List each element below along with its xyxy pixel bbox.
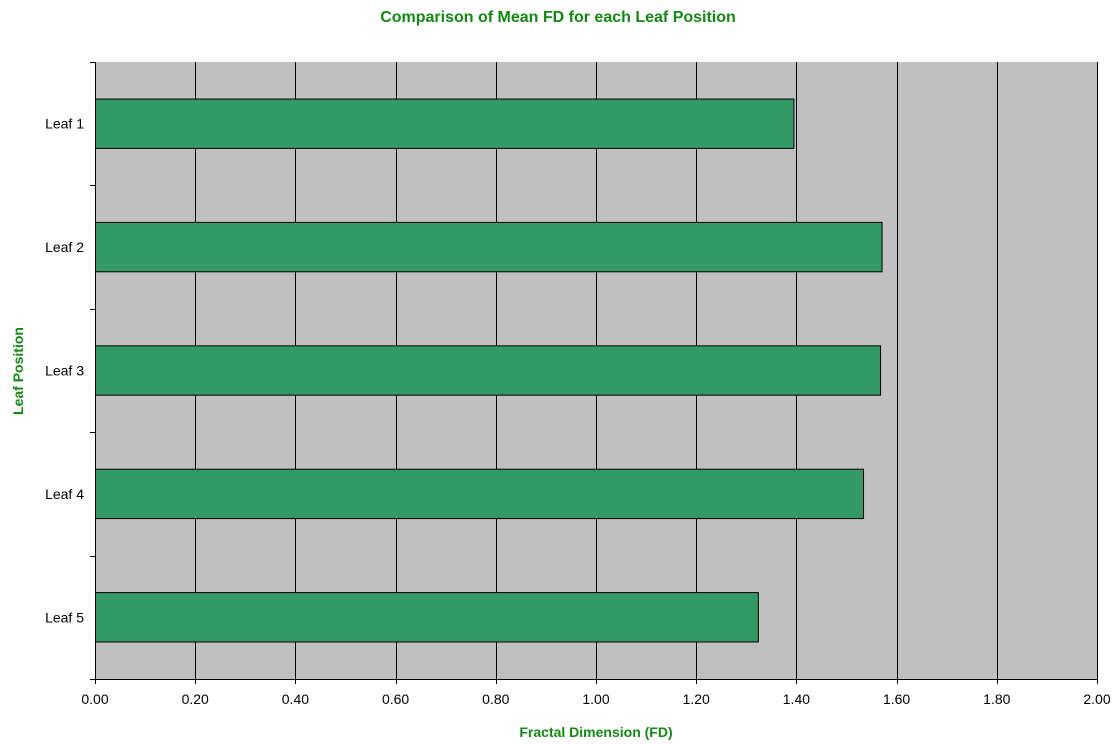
bar bbox=[95, 345, 882, 396]
x-tick-label: 0.20 bbox=[182, 691, 209, 707]
x-tick-label: 1.40 bbox=[783, 691, 810, 707]
y-tick-labels: Leaf 1 Leaf 2 Leaf 3 Leaf 4 Leaf 5 bbox=[45, 116, 84, 626]
x-tick-label: 0.80 bbox=[482, 691, 509, 707]
x-tick-labels: 0.00 0.20 0.40 0.60 0.80 1.00 1.20 1.40 1.60 1.80… bbox=[81, 691, 1110, 707]
y-tick-label: Leaf 2 bbox=[45, 239, 84, 255]
chart-title: Comparison of Mean FD for each Leaf Posi… bbox=[380, 9, 736, 26]
x-tick-label: 0.00 bbox=[81, 691, 108, 707]
bar bbox=[95, 98, 795, 149]
x-tick-label: 0.60 bbox=[382, 691, 409, 707]
x-tick-label: 1.20 bbox=[683, 691, 710, 707]
bar bbox=[95, 592, 759, 643]
y-tick-label: Leaf 1 bbox=[45, 116, 84, 132]
x-tick-label: 0.40 bbox=[282, 691, 309, 707]
y-tick-label: Leaf 4 bbox=[45, 486, 84, 502]
bar bbox=[95, 221, 883, 273]
x-tick-label: 2.00 bbox=[1083, 691, 1110, 707]
bars bbox=[95, 98, 883, 643]
x-axis-title: Fractal Dimension (FD) bbox=[519, 724, 672, 740]
y-tick-label: Leaf 5 bbox=[45, 609, 84, 625]
y-tick-label: Leaf 3 bbox=[45, 363, 84, 379]
axes bbox=[90, 62, 1098, 684]
y-axis-title: Leaf Position bbox=[10, 327, 26, 415]
x-tick-label: 1.00 bbox=[582, 691, 609, 707]
bar bbox=[95, 468, 865, 520]
x-tick-label: 1.80 bbox=[983, 691, 1010, 707]
x-tick-label: 1.60 bbox=[883, 691, 910, 707]
